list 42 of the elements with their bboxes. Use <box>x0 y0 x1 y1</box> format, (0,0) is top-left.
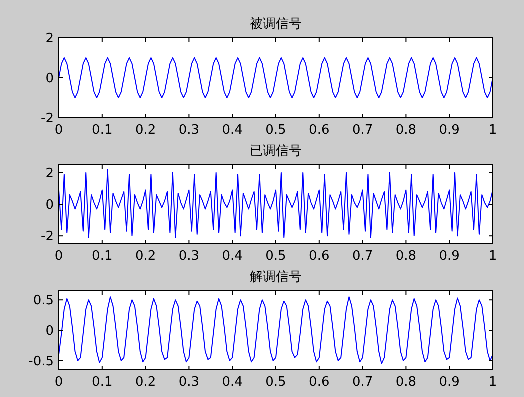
x-tick-label: 0.8 <box>396 375 417 390</box>
x-tick-label: 0.4 <box>222 123 243 138</box>
y-tick-label: -2 <box>41 230 54 245</box>
x-tick-label: 0.2 <box>135 249 156 264</box>
y-tick-label: -2 <box>41 112 54 126</box>
x-tick-label: 1 <box>488 375 498 390</box>
x-tick-label: 0.6 <box>309 375 330 390</box>
x-tick-label: 0.3 <box>178 123 200 138</box>
x-tick-label: 0.8 <box>396 249 417 264</box>
x-tick-label: 1 <box>488 249 498 264</box>
x-tick-label: 0.3 <box>178 375 200 390</box>
x-tick-label: 0.9 <box>439 249 460 264</box>
x-tick-label: 0.2 <box>135 375 156 390</box>
x-tick-label: 0.9 <box>439 375 460 390</box>
x-tick-label: 0.5 <box>266 375 286 390</box>
x-tick-label: 0.5 <box>266 249 286 264</box>
x-tick-label: 0.1 <box>92 375 113 390</box>
chart-title: 解调信号 <box>250 270 302 285</box>
y-tick-label: 0 <box>46 324 54 339</box>
x-tick-label: 0.3 <box>178 249 200 264</box>
x-tick-label: 0.8 <box>396 123 417 138</box>
x-tick-label: 0.4 <box>222 375 243 390</box>
x-tick-label: 1 <box>488 123 498 138</box>
x-tick-label: 0.7 <box>352 375 374 390</box>
y-tick-label: 2 <box>46 166 54 182</box>
y-tick-label: 0 <box>46 198 54 213</box>
y-tick-label: 0 <box>46 72 54 86</box>
x-tick-label: 0.5 <box>266 123 286 138</box>
x-tick-label: 0.1 <box>92 249 113 264</box>
chart-title: 已调信号 <box>250 144 302 159</box>
x-tick-label: 0.9 <box>439 123 460 138</box>
x-tick-label: 0.7 <box>352 249 374 264</box>
x-tick-label: 0.1 <box>92 123 113 138</box>
x-tick-label: 0.7 <box>352 123 374 138</box>
chart-title: 被调信号 <box>250 17 302 32</box>
x-tick-label: 0.6 <box>309 249 330 264</box>
y-tick-label: 0.5 <box>33 294 54 309</box>
x-tick-label: 0.6 <box>309 123 330 138</box>
y-tick-label: 2 <box>46 32 54 46</box>
x-tick-label: 0.2 <box>135 123 156 138</box>
x-tick-label: 0.4 <box>222 249 243 264</box>
y-tick-label: -0.5 <box>28 354 54 370</box>
